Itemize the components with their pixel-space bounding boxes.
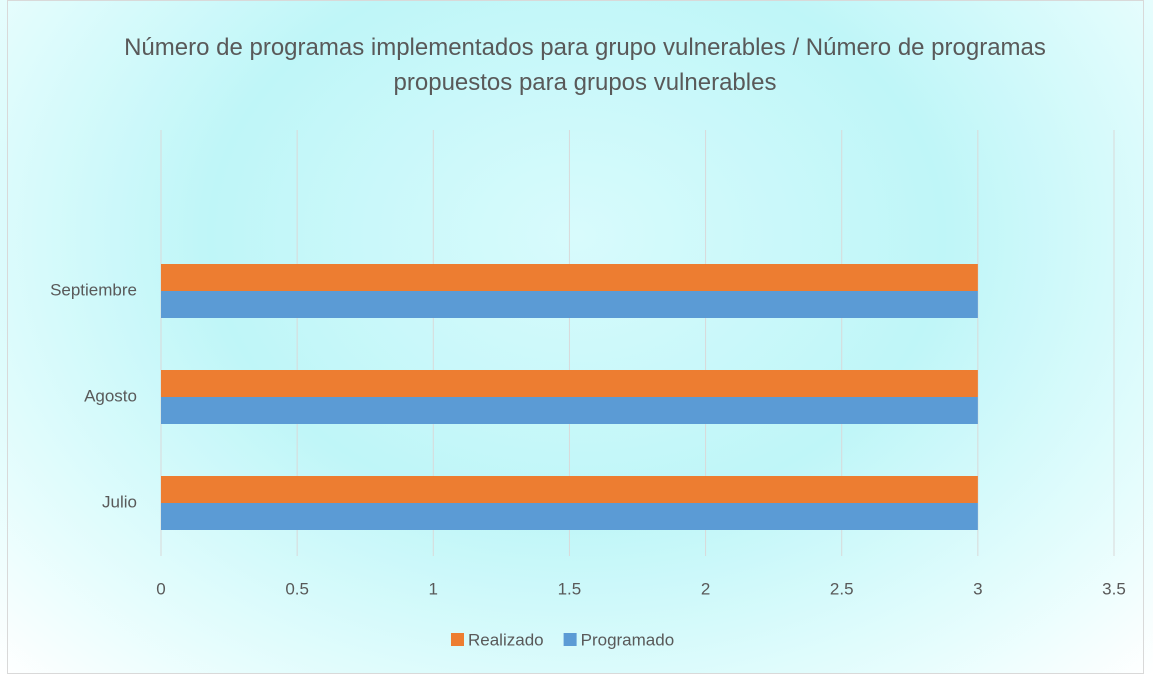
- bar: [161, 503, 978, 530]
- x-tick-label: 1: [429, 579, 438, 598]
- x-tick-label: 1.5: [558, 579, 582, 598]
- y-tick-label: Septiembre: [50, 280, 137, 299]
- legend-swatch: [563, 633, 577, 646]
- chart-border: [7, 0, 1144, 674]
- y-tick-label: Julio: [102, 492, 137, 511]
- bar: [161, 264, 978, 291]
- x-tick-label: 2.5: [830, 579, 854, 598]
- legend-swatch: [451, 633, 464, 646]
- x-tick-label: 3.5: [1102, 579, 1126, 598]
- legend-label: Programado: [581, 630, 675, 649]
- chart-title: Número de programas implementados para g…: [124, 34, 1046, 96]
- legend-label: Realizado: [468, 630, 544, 649]
- bar: [161, 397, 978, 424]
- x-tick-label: 0.5: [285, 579, 309, 598]
- x-tick-label: 2: [701, 579, 710, 598]
- bar: [161, 370, 978, 397]
- y-tick-label: Agosto: [84, 386, 137, 405]
- bar: [161, 291, 978, 318]
- x-tick-label: 3: [973, 579, 982, 598]
- x-tick-label: 0: [156, 579, 165, 598]
- bar: [161, 476, 978, 503]
